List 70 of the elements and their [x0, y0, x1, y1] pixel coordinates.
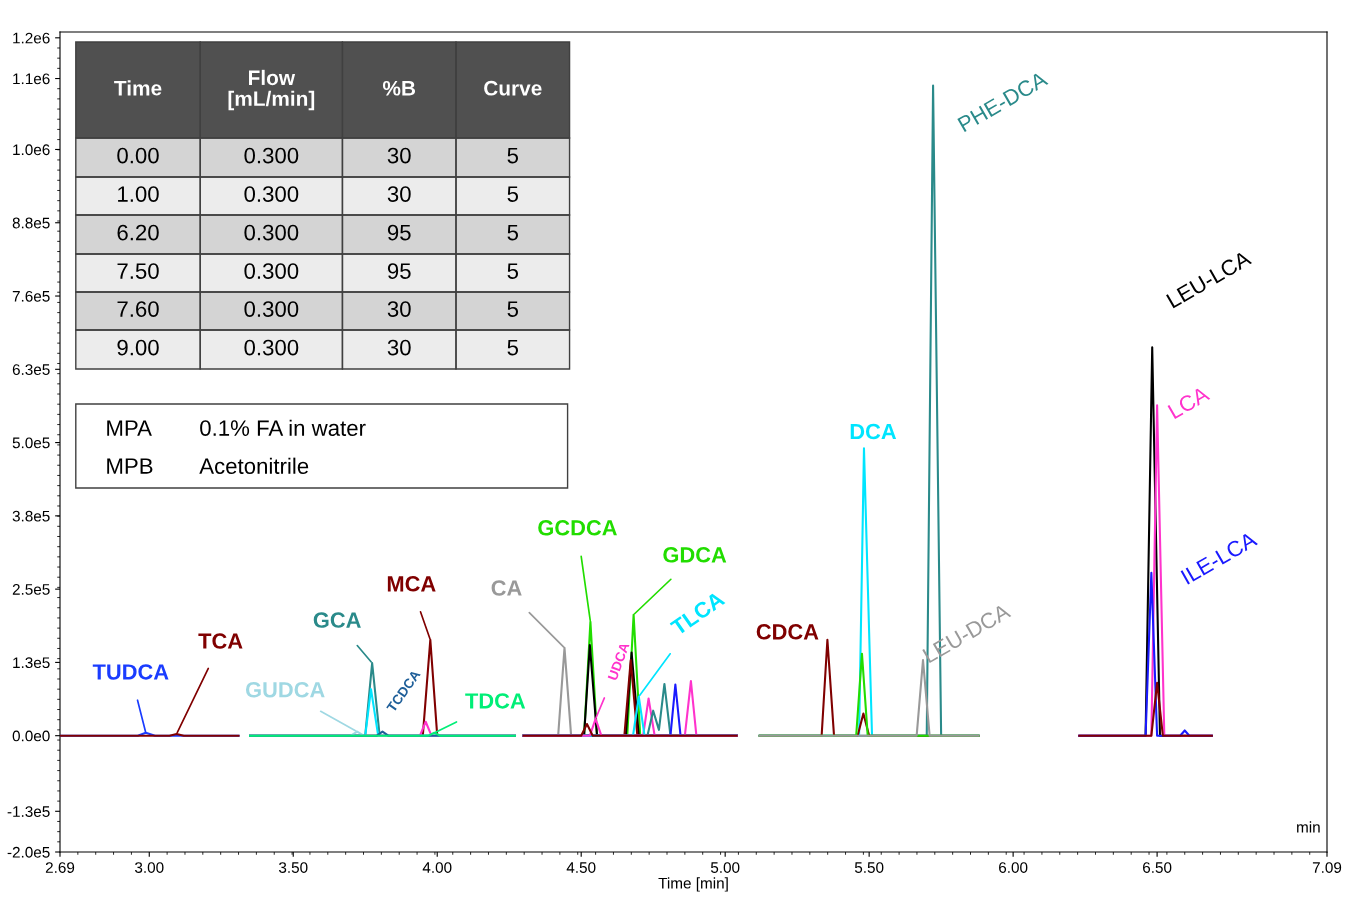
annotation: 5 [507, 301, 519, 317]
annotation: MPB [107, 458, 153, 474]
annotation: Flow [mL/min] [228, 69, 315, 111]
annotation: 95 [387, 224, 411, 241]
annotation: min [1297, 821, 1320, 833]
text: CA [491, 580, 522, 596]
annotation: 0.300 [244, 224, 299, 241]
annotation: 0.300 [244, 147, 299, 164]
annotation: 5 [507, 339, 519, 356]
annotation: Curve [484, 80, 542, 96]
x-tick-label: 5.50 [854, 862, 884, 873]
y-tick-label: 0.0e0 [12, 730, 50, 742]
series-label: TDCA [465, 693, 526, 709]
x-tick-label: 3.00 [134, 862, 164, 873]
annotation: 5 [507, 263, 519, 279]
text: LCA [1167, 385, 1211, 420]
series-label: GCA [313, 612, 361, 628]
annotation: 5 [507, 186, 519, 202]
annotation: 0.1% FA in water [200, 419, 366, 436]
y-tick-label: 8.8e5 [12, 217, 50, 229]
text: MCA [387, 576, 436, 592]
y-tick-label: -2.0e5 [7, 846, 50, 858]
x-tick-label: 6.50 [1143, 862, 1172, 873]
y-tick-label: 1.3e5 [13, 657, 50, 669]
y-tick-label: 1.0e6 [13, 144, 50, 156]
y-tick-label: 6.3e5 [12, 364, 50, 375]
text: GCDCA [538, 520, 617, 536]
annotation: 7.50 [117, 263, 159, 279]
text: GDCA [663, 547, 727, 563]
y-tick-label: 1.1e6 [13, 73, 50, 85]
annotation: 30 [387, 301, 411, 317]
x-tick-label: 5.00 [710, 862, 740, 873]
annotation: 30 [387, 147, 411, 164]
y-tick-label: 7.6e5 [12, 290, 50, 302]
y-tick-label: 1.2e6 [13, 32, 50, 44]
series-label: CDCA [756, 624, 819, 640]
annotation: 30 [387, 186, 411, 202]
x-tick-label: 7.09 [1312, 862, 1342, 873]
annotation: %B [382, 80, 416, 96]
y-tick-label: 2.5e5 [12, 584, 50, 595]
y-tick-label: 5.0e5 [12, 437, 50, 449]
annotation: 6.20 [117, 224, 159, 241]
text: TCA [198, 633, 243, 649]
x-tick-label: 6.00 [999, 862, 1028, 873]
annotation: 9.00 [117, 339, 159, 356]
annotation: 30 [387, 339, 411, 356]
annotation: MPA [107, 420, 152, 436]
annotation: 5 [507, 224, 519, 241]
annotation: 0.300 [244, 301, 299, 317]
annotation: Time [114, 80, 162, 96]
annotation: Acetonitrile [199, 457, 309, 474]
annotation: 95 [387, 263, 411, 279]
annotation: 5 [507, 147, 519, 164]
x-tick-label: 3.50 [278, 862, 308, 873]
annotation: 0.300 [244, 186, 299, 202]
text: TUDCA [92, 664, 169, 680]
annotation: 0.00 [117, 147, 159, 164]
x-tick-label: 4.50 [566, 862, 596, 873]
x-tick-label: 4.00 [422, 862, 452, 873]
series-label: DCA [850, 423, 897, 440]
series-label: GUDCA [245, 682, 325, 698]
annotation: 0.300 [244, 263, 299, 279]
x-axis-title: Time [min] [658, 877, 728, 892]
text: UDCA [607, 641, 630, 681]
annotation: 7.60 [117, 301, 159, 317]
annotation: 0.300 [244, 339, 299, 356]
annotation: 1.00 [118, 186, 159, 202]
x-tick-label: 2.69 [45, 862, 75, 873]
y-tick-label: 3.8e5 [12, 510, 50, 522]
y-tick-label: -1.3e5 [7, 806, 50, 817]
